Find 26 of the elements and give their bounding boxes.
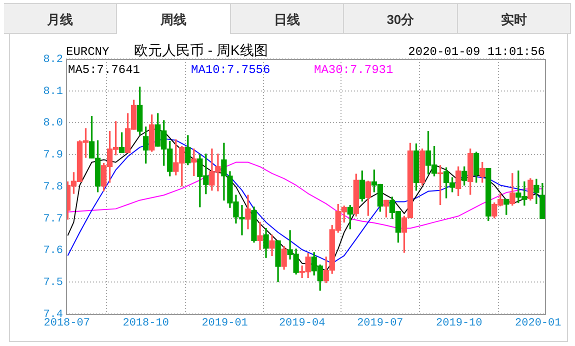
text: 周线 xyxy=(117,3,231,34)
y-tick-label: 7.5 xyxy=(43,277,63,290)
x-tick-label: 2019-01 xyxy=(202,318,248,330)
y-tick-label: 7.8 xyxy=(43,181,63,194)
y-tick-label: 8.2 xyxy=(43,54,63,66)
y-tick-label: 7.9 xyxy=(43,150,63,162)
y-tick-label: 7.7 xyxy=(43,213,63,226)
annotation: EURCNY xyxy=(66,45,110,59)
x-tick-label: 2018-10 xyxy=(122,318,169,330)
x-tick-label: 2019-07 xyxy=(357,318,404,330)
x-tick-label: 2019-10 xyxy=(436,318,482,330)
text: MA30:7.7931 xyxy=(314,63,394,77)
candlestick xyxy=(257,222,263,250)
chart-title: 欧元人民币 - 周K线图 xyxy=(134,42,268,60)
y-tick-label: 8.1 xyxy=(43,86,64,98)
text: 月线 xyxy=(4,3,118,34)
annotation: 2020-01-09 11:01:56 xyxy=(408,45,545,59)
x-tick-label: 2020-01 xyxy=(515,318,562,330)
text: 30分 xyxy=(344,3,458,34)
x-tick-label: 2019-04 xyxy=(278,318,326,330)
text: MA10:7.7556 xyxy=(191,63,272,77)
text: 日线 xyxy=(230,3,344,34)
text: 实时 xyxy=(458,3,572,34)
y-tick-label: 8.0 xyxy=(43,118,63,130)
y-tick-label: 7.6 xyxy=(43,245,63,258)
text: MA5:7.7641 xyxy=(68,63,142,77)
